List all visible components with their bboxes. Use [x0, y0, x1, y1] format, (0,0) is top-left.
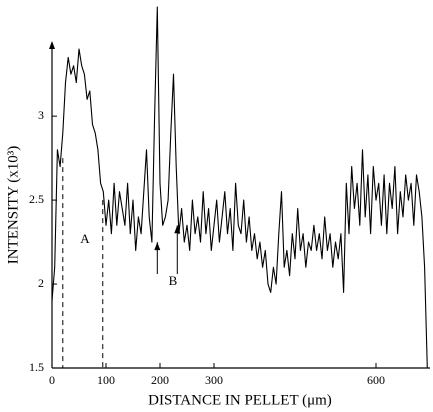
- x-tick-label: 600: [367, 373, 385, 387]
- annotation: B: [169, 273, 178, 288]
- y-tick-label: 2.5: [29, 192, 44, 206]
- y-axis-arrow: [49, 41, 55, 49]
- arrow-head: [154, 242, 161, 251]
- annotation: A: [80, 231, 90, 246]
- data-line: [51, 6, 428, 369]
- y-tick-label: 3: [38, 108, 44, 122]
- x-tick-label: 200: [151, 373, 169, 387]
- y-tick-label: 1.5: [29, 360, 44, 374]
- x-tick-label: 300: [205, 373, 223, 387]
- y-tick-label: 2: [38, 276, 44, 290]
- y-axis-title: INTENSITY (x10³): [5, 146, 21, 265]
- x-axis-title: DISTANCE IN PELLET (μm): [148, 392, 332, 408]
- x-tick-label: 0: [49, 373, 55, 387]
- x-tick-label: 100: [97, 373, 115, 387]
